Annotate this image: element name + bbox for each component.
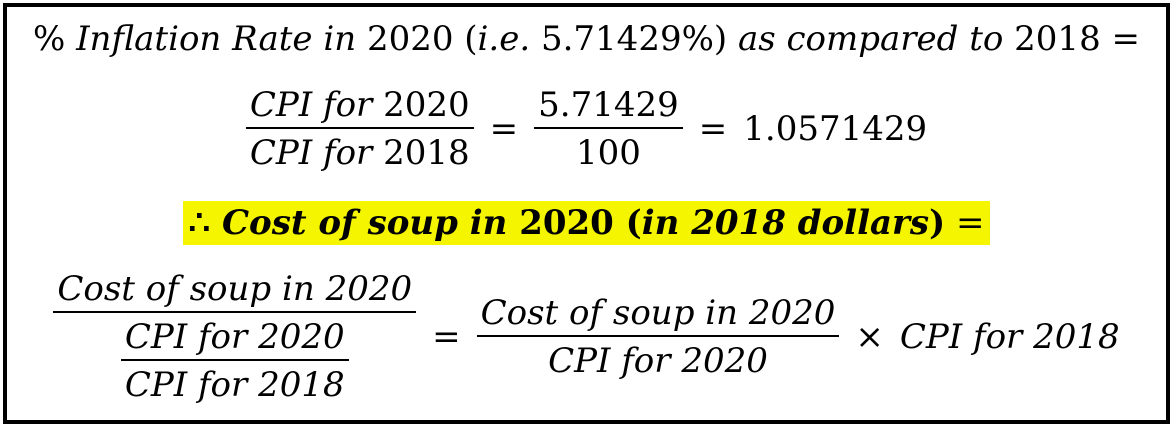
- lhs-fraction: Cost of soup in 2020 CPI for 2020 CPI fo…: [53, 269, 417, 405]
- rhs-fraction: Cost of soup in 2020 CPI for 2020: [476, 293, 840, 381]
- paren-close: ): [929, 203, 946, 243]
- inflation-rate-text: Inflation Rate in: [76, 19, 367, 59]
- paren-open: (: [453, 19, 478, 59]
- cost-heading-line: ∴ Cost of soup in 2020 (in 2018 dollars)…: [7, 201, 1166, 245]
- fraction-bar: [53, 311, 417, 313]
- equals-sign: =: [945, 203, 985, 243]
- formula-box: % Inflation Rate in 2020 (i.e. 5.71429%)…: [3, 3, 1170, 424]
- equals-sign: =: [698, 109, 728, 149]
- cost-heading-highlight: ∴ Cost of soup in 2020 (in 2018 dollars)…: [182, 201, 991, 245]
- percent-fraction: 5.71429 100: [534, 85, 683, 173]
- year-2020: 2020: [366, 19, 454, 59]
- lhs-numerator: Cost of soup in 2020: [57, 269, 413, 309]
- fraction-bar: [534, 127, 683, 129]
- percent-sign: %: [33, 19, 77, 59]
- heading-year: 2020: [519, 203, 614, 243]
- equals-sign: =: [489, 109, 519, 149]
- equals-sign: =: [432, 317, 461, 357]
- fraction-bar: [476, 335, 840, 337]
- cost-formula-line: Cost of soup in 2020 CPI for 2020 CPI fo…: [7, 269, 1166, 405]
- compared-text: as compared to: [727, 19, 1015, 59]
- cpi-ratio-line: CPI for 2020 CPI for 2018 = 5.71429 100 …: [7, 85, 1166, 173]
- cost-of-soup-text: Cost of soup in: [222, 203, 520, 243]
- nested-fraction: CPI for 2020 CPI for 2018: [120, 317, 349, 405]
- cpi-for-text: CPI for: [249, 85, 384, 125]
- fraction-numerator: 5.71429: [538, 85, 679, 125]
- nested-denominator: CPI for 2018: [124, 365, 345, 405]
- rhs-numerator: Cost of soup in 2020: [480, 293, 836, 333]
- fraction-denominator: 100: [575, 133, 641, 173]
- fraction-denominator: CPI for 2018: [246, 129, 474, 173]
- cpi-2018-term: CPI for 2018: [899, 317, 1120, 357]
- lhs-denominator: CPI for 2020 CPI for 2018: [117, 313, 353, 405]
- paren-open: (: [613, 203, 642, 243]
- year-2018: 2018: [1014, 19, 1101, 59]
- denominator-year: 2018: [383, 133, 470, 173]
- therefore-symbol: ∴: [188, 203, 222, 243]
- inflation-rate-line: % Inflation Rate in 2020 (i.e. 5.71429%)…: [7, 19, 1166, 59]
- ratio-result: 1.0571429: [743, 109, 928, 149]
- fraction-bar: [120, 359, 349, 361]
- rhs-denominator: CPI for 2020: [548, 341, 768, 381]
- numerator-year: 2020: [383, 85, 470, 125]
- fraction-bar: [245, 127, 474, 129]
- cpi-ratio-fraction: CPI for 2020 CPI for 2018: [245, 85, 474, 173]
- inflation-percent: 5.71429%): [530, 19, 728, 59]
- in-dollars-text: in 2018 dollars: [641, 203, 930, 243]
- nested-numerator: CPI for 2020: [124, 317, 345, 357]
- fraction-numerator: CPI for 2020: [246, 85, 474, 127]
- equals-sign: =: [1100, 19, 1141, 59]
- times-sign: ×: [855, 317, 884, 357]
- ie-text: i.e.: [477, 19, 531, 59]
- cpi-for-text: CPI for: [249, 133, 384, 173]
